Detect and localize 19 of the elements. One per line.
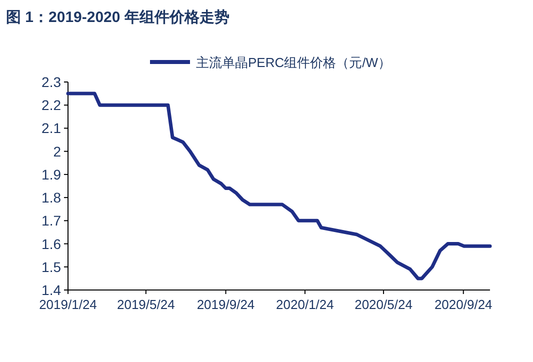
x-tick-label: 2019/5/24 xyxy=(116,297,175,312)
y-tick-label: 2.2 xyxy=(42,97,62,114)
y-tick-label: 1.6 xyxy=(42,236,62,252)
x-tick-label: 2020/1/24 xyxy=(276,297,334,312)
y-tick-label: 1.9 xyxy=(42,166,62,182)
x-tick-label: 2020/9/24 xyxy=(434,297,492,312)
chart-title: 图 1：2019-2020 年组件价格走势 xyxy=(6,9,230,26)
y-tick-label: 2.1 xyxy=(42,120,62,136)
legend-label: 主流单晶PERC组件价格（元/W） xyxy=(196,55,391,70)
y-tick-label: 1.8 xyxy=(42,190,62,206)
x-tick-label: 2020/5/24 xyxy=(354,297,412,312)
x-tick-label: 2019/9/24 xyxy=(196,297,255,312)
y-tick-label: 1.4 xyxy=(42,282,62,298)
legend: 主流单晶PERC组件价格（元/W） xyxy=(150,55,391,70)
y-tick-label: 1.5 xyxy=(42,258,62,275)
y-tick-label: 2.3 xyxy=(42,74,62,90)
y-tick-label: 2 xyxy=(53,143,62,160)
x-tick-label: 2019/1/24 xyxy=(39,297,97,312)
y-tick-label: 1.7 xyxy=(42,212,62,229)
